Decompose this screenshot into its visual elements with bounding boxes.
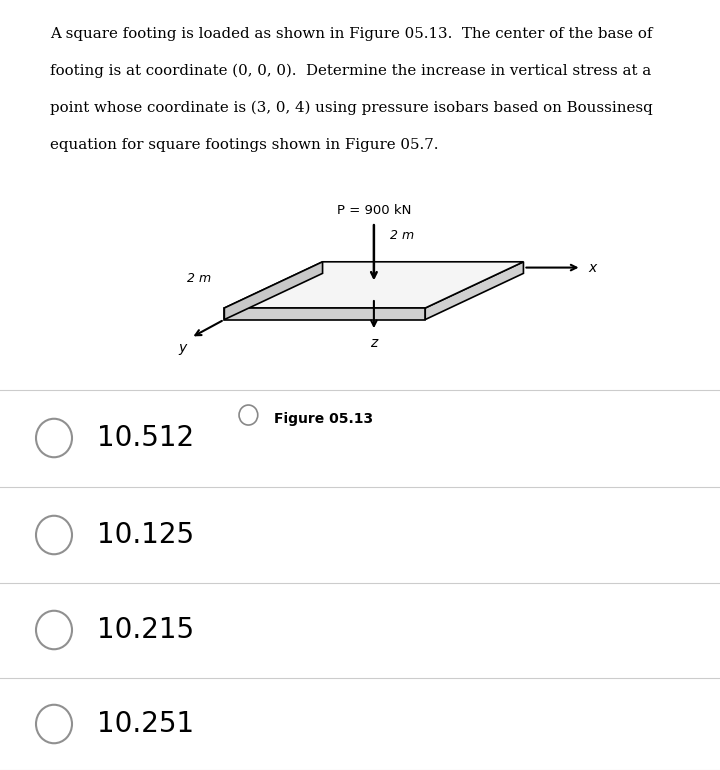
Text: 2 m: 2 m	[186, 272, 211, 285]
Text: A square footing is loaded as shown in Figure 05.13.  The center of the base of: A square footing is loaded as shown in F…	[50, 27, 653, 41]
Text: Figure 05.13: Figure 05.13	[274, 412, 373, 426]
Text: P = 900 kN: P = 900 kN	[337, 204, 411, 217]
Text: 2 m: 2 m	[390, 229, 414, 242]
Polygon shape	[225, 262, 523, 308]
Polygon shape	[426, 262, 523, 320]
Text: 10.125: 10.125	[97, 521, 194, 549]
Text: 10.215: 10.215	[97, 616, 194, 644]
Text: z: z	[370, 336, 377, 350]
Polygon shape	[225, 262, 323, 320]
Text: y: y	[178, 341, 186, 355]
Text: point whose coordinate is (3, 0, 4) using pressure isobars based on Boussinesq: point whose coordinate is (3, 0, 4) usin…	[50, 101, 653, 116]
Text: footing is at coordinate (0, 0, 0).  Determine the increase in vertical stress a: footing is at coordinate (0, 0, 0). Dete…	[50, 64, 652, 79]
Text: equation for square footings shown in Figure 05.7.: equation for square footings shown in Fi…	[50, 138, 439, 152]
Text: x: x	[588, 260, 596, 275]
Text: 10.512: 10.512	[97, 424, 194, 452]
Polygon shape	[225, 308, 426, 320]
Text: 10.251: 10.251	[97, 710, 194, 738]
